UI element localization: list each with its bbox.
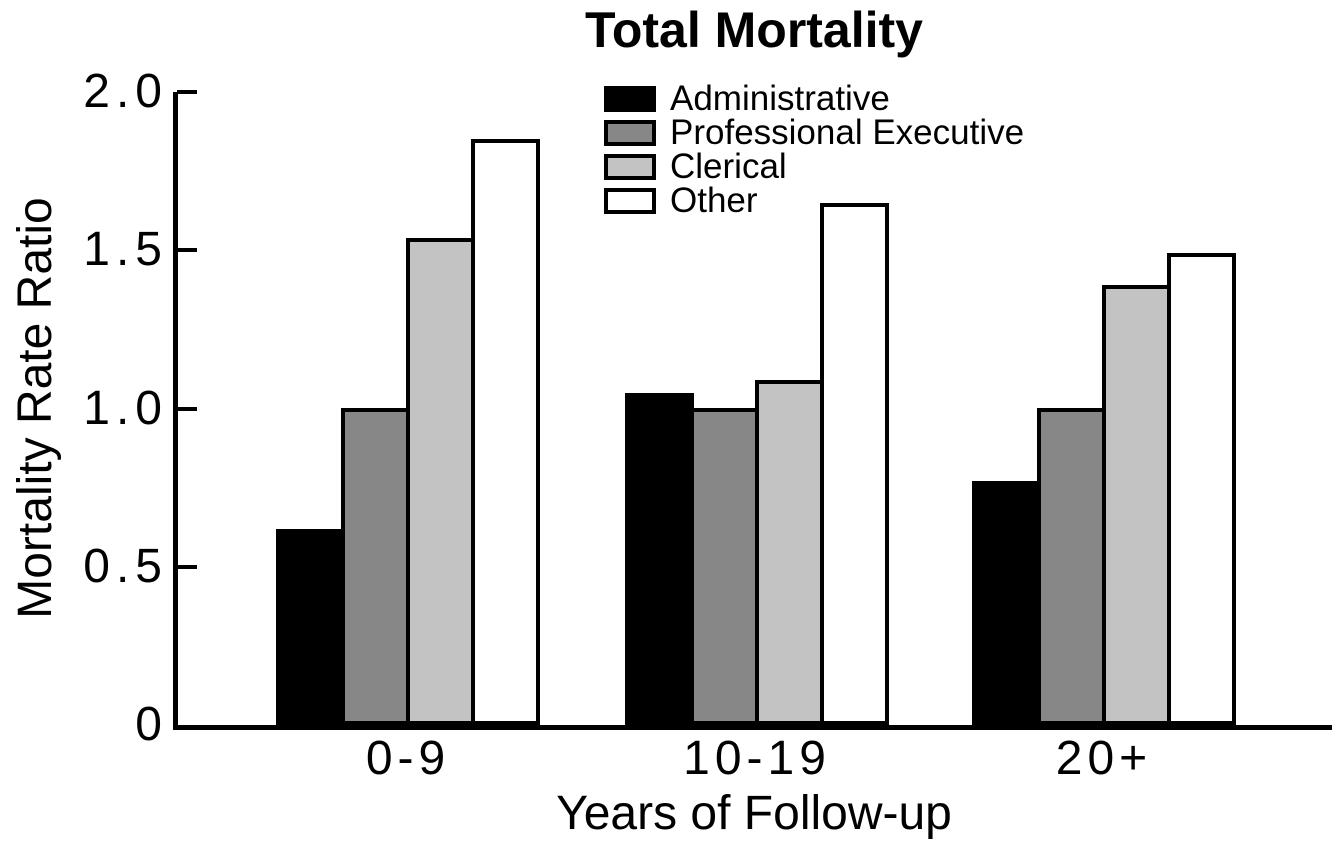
- x-tick-label-20+: 20+: [1055, 732, 1153, 785]
- bar-10-19-clerical: [755, 380, 824, 725]
- x-tick-label-10-19: 10-19: [683, 732, 831, 785]
- y-axis-tick: [177, 248, 197, 253]
- bar-20+-other: [1167, 253, 1236, 725]
- chart-title: Total Mortality: [585, 2, 923, 58]
- y-tick-label: 0.5: [83, 539, 168, 593]
- legend-item-professional-executive: Professional Executive: [604, 113, 1025, 152]
- legend-swatch-0: [604, 86, 656, 112]
- legend-swatch-2: [604, 154, 656, 180]
- legend: Administrative Professional Executive Cl…: [604, 79, 1025, 222]
- bar-0-9-administrative: [276, 529, 345, 725]
- legend-label: Clerical: [670, 147, 787, 186]
- x-axis-title: Years of Follow-up: [556, 787, 952, 840]
- legend-label: Professional Executive: [670, 113, 1025, 152]
- y-tick-label: 1.5: [83, 223, 168, 277]
- bar-10-19-administrative: [625, 393, 694, 725]
- y-axis-tick: [177, 90, 197, 94]
- legend-label: Other: [670, 181, 758, 220]
- bar-20+-clerical: [1102, 285, 1171, 725]
- bar-20+-professional-executive: [1037, 408, 1106, 725]
- legend-item-other: Other: [604, 181, 1024, 220]
- y-tick-label: 1.0: [83, 381, 168, 435]
- y-axis-tick: [177, 564, 197, 569]
- bar-20+-administrative: [972, 481, 1041, 725]
- plot-area: [173, 92, 1332, 730]
- legend-item-administrative: Administrative: [604, 79, 1024, 118]
- bar-0-9-other: [471, 139, 540, 725]
- bar-0-9-clerical: [406, 238, 475, 725]
- bar-0-9-professional-executive: [341, 408, 410, 725]
- y-tick-label: 0: [135, 698, 168, 751]
- y-tick-label: 2.0: [83, 65, 168, 118]
- legend-label: Administrative: [670, 79, 890, 118]
- bar-10-19-professional-executive: [690, 408, 759, 725]
- bar-10-19-other: [820, 203, 889, 725]
- legend-swatch-1: [604, 120, 656, 146]
- legend-swatch-3: [604, 188, 656, 214]
- legend-item-clerical: Clerical: [604, 147, 1024, 186]
- x-tick-label-0-9: 0-9: [365, 732, 451, 785]
- y-axis-tick: [177, 406, 197, 411]
